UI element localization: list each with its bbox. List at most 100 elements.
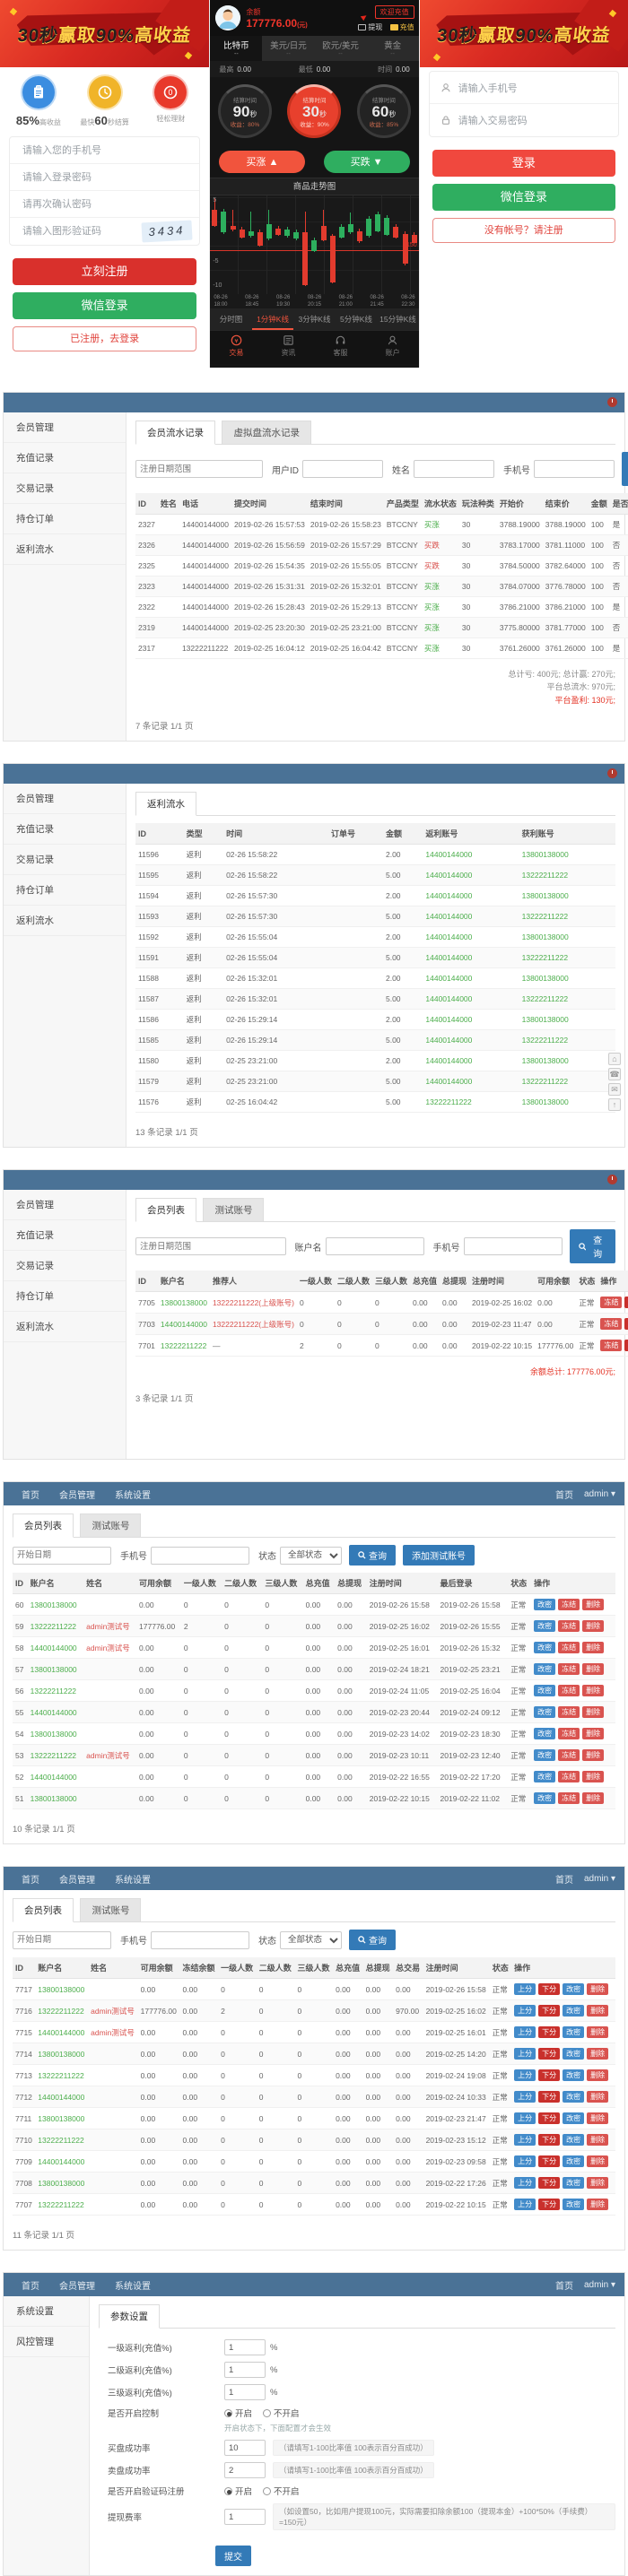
- row-action-button[interactable]: 改密: [563, 2005, 585, 2017]
- back-to-top-icon[interactable]: ↑: [608, 1098, 621, 1112]
- avatar[interactable]: [215, 5, 241, 30]
- row-action-button[interactable]: 上分: [514, 1983, 536, 1996]
- phone-input[interactable]: [151, 1546, 249, 1565]
- row-action-button[interactable]: 删除: [624, 1340, 628, 1352]
- row-action-button[interactable]: 改密: [563, 2155, 585, 2168]
- nav-user-dropdown[interactable]: admin ▾: [583, 1873, 615, 1884]
- row-action-button[interactable]: 删除: [587, 2177, 609, 2190]
- row-action-button[interactable]: 改密: [563, 2069, 585, 2082]
- recharge-welcome-button[interactable]: 欢迎充值: [374, 5, 414, 19]
- tab-parameters[interactable]: 参数设置: [99, 2304, 160, 2329]
- sidebar-item[interactable]: 系统设置: [4, 2296, 89, 2328]
- sidebar-item[interactable]: 持仓订单: [4, 504, 126, 534]
- goto-login-button[interactable]: 已注册，去登录: [13, 326, 197, 351]
- row-action-button[interactable]: 下分: [538, 2155, 561, 2168]
- status-select[interactable]: 全部状态: [280, 1930, 342, 1949]
- register-button[interactable]: 立刻注册: [13, 258, 197, 285]
- date-range-input[interactable]: [135, 1237, 286, 1256]
- row-action-button[interactable]: 删除: [582, 1685, 605, 1697]
- row-action-button[interactable]: 改密: [563, 2026, 585, 2039]
- row-action-button[interactable]: 改密: [563, 1983, 585, 1996]
- row-action-button[interactable]: 删除: [624, 1297, 628, 1309]
- row-action-button[interactable]: 删除: [587, 2069, 609, 2082]
- logout-power-icon[interactable]: [607, 397, 617, 407]
- row-action-button[interactable]: 冻结: [558, 1663, 580, 1676]
- nav-home-link[interactable]: 首页: [554, 2281, 573, 2292]
- start-date-input[interactable]: [13, 1546, 111, 1565]
- row-action-button[interactable]: 删除: [582, 1749, 605, 1762]
- setting-input[interactable]: [224, 2462, 266, 2479]
- nav-trade[interactable]: ¥ 交易: [210, 331, 262, 364]
- setting-input[interactable]: [224, 2362, 266, 2379]
- row-action-button[interactable]: 冻结: [558, 1685, 580, 1697]
- sidebar-item[interactable]: 会员管理: [4, 784, 126, 815]
- account-input[interactable]: [325, 1237, 424, 1256]
- row-action-button[interactable]: 改密: [563, 2199, 585, 2211]
- row-action-button[interactable]: 删除: [582, 1728, 605, 1740]
- radio-button[interactable]: [263, 2486, 272, 2495]
- tf-realtime[interactable]: 分时图: [219, 315, 243, 324]
- phone-widget-icon[interactable]: ☎: [608, 1068, 621, 1081]
- row-action-button[interactable]: 下分: [538, 2069, 561, 2082]
- tf-1min[interactable]: 1分钟K线: [252, 308, 293, 330]
- tab-test-accounts[interactable]: 测试账号: [203, 1198, 265, 1223]
- sidebar-item[interactable]: 返利流水: [4, 534, 126, 565]
- row-action-button[interactable]: 下分: [538, 2005, 561, 2017]
- row-action-button[interactable]: 上分: [514, 2134, 536, 2147]
- mail-widget-icon[interactable]: ✉: [608, 1083, 621, 1097]
- tab-eurusd[interactable]: 欧元/美元 --: [314, 36, 366, 61]
- logout-power-icon[interactable]: [607, 768, 617, 779]
- user-id-input[interactable]: [302, 460, 383, 478]
- row-action-button[interactable]: 冻结: [558, 1706, 580, 1719]
- row-action-button[interactable]: 改密: [534, 1749, 556, 1762]
- password-field[interactable]: 请输入交易密码: [430, 104, 618, 136]
- row-action-button[interactable]: 删除: [582, 1663, 605, 1676]
- nav-menu-item[interactable]: 首页: [22, 2281, 39, 2292]
- phone-number-field[interactable]: 请输入手机号: [429, 72, 618, 104]
- tab-member-list[interactable]: 会员列表: [135, 1198, 196, 1223]
- row-action-button[interactable]: 删除: [587, 2005, 609, 2017]
- sidebar-item[interactable]: 返利流水: [4, 1312, 126, 1343]
- withdraw-link[interactable]: 提现: [358, 23, 382, 31]
- goto-register-button[interactable]: 没有帐号？请注册: [432, 218, 615, 243]
- row-action-button[interactable]: 改密: [563, 2134, 585, 2147]
- candlestick-chart[interactable]: 5 -5 -10 150: [210, 195, 419, 294]
- row-action-button[interactable]: 删除: [587, 2112, 609, 2125]
- row-action-button[interactable]: 删除: [587, 2048, 609, 2060]
- row-action-button[interactable]: 删除: [582, 1642, 605, 1654]
- tab-member-list[interactable]: 会员列表: [13, 1898, 74, 1923]
- nav-support[interactable]: 客服: [314, 331, 366, 364]
- row-action-button[interactable]: 改密: [534, 1620, 556, 1633]
- sidebar-item[interactable]: 持仓订单: [4, 1281, 126, 1313]
- row-action-button[interactable]: 改密: [534, 1792, 556, 1805]
- row-action-button[interactable]: 改密: [563, 2177, 585, 2190]
- row-action-button[interactable]: 下分: [538, 2177, 561, 2190]
- sidebar-item[interactable]: 会员管理: [4, 1190, 126, 1221]
- sidebar-item[interactable]: 充值记录: [4, 443, 126, 473]
- setting-input[interactable]: [224, 2384, 266, 2401]
- nav-menu-item[interactable]: 系统设置: [115, 1490, 151, 1501]
- row-action-button[interactable]: 改密: [534, 1685, 556, 1697]
- name-input[interactable]: [414, 460, 494, 478]
- row-action-button[interactable]: 删除: [587, 2199, 609, 2211]
- row-action-button[interactable]: 冻结: [600, 1318, 623, 1331]
- sidebar-item[interactable]: 返利流水: [4, 906, 126, 937]
- row-action-button[interactable]: 下分: [538, 1983, 561, 1996]
- wechat-login-button[interactable]: 微信登录: [432, 184, 615, 211]
- gauge-90s[interactable]: 结算时间 90秒 收益：80%: [218, 84, 273, 138]
- row-action-button[interactable]: 冻结: [600, 1340, 623, 1352]
- wechat-login-button[interactable]: 微信登录: [13, 292, 197, 319]
- row-action-button[interactable]: 删除: [582, 1599, 605, 1611]
- row-action-button[interactable]: 改密: [534, 1599, 556, 1611]
- nav-menu-item[interactable]: 系统设置: [115, 2281, 151, 2292]
- row-action-button[interactable]: 删除: [582, 1792, 605, 1805]
- row-action-button[interactable]: 下分: [538, 2134, 561, 2147]
- tab-member-list[interactable]: 会员列表: [13, 1514, 74, 1539]
- sidebar-item[interactable]: 充值记录: [4, 1220, 126, 1252]
- row-action-button[interactable]: 上分: [514, 2112, 536, 2125]
- row-action-button[interactable]: 下分: [538, 2112, 561, 2125]
- sidebar-item[interactable]: 风控管理: [4, 2327, 89, 2358]
- radio-button[interactable]: [224, 2408, 232, 2417]
- row-action-button[interactable]: 上分: [514, 2155, 536, 2168]
- radio-button[interactable]: [263, 2408, 272, 2417]
